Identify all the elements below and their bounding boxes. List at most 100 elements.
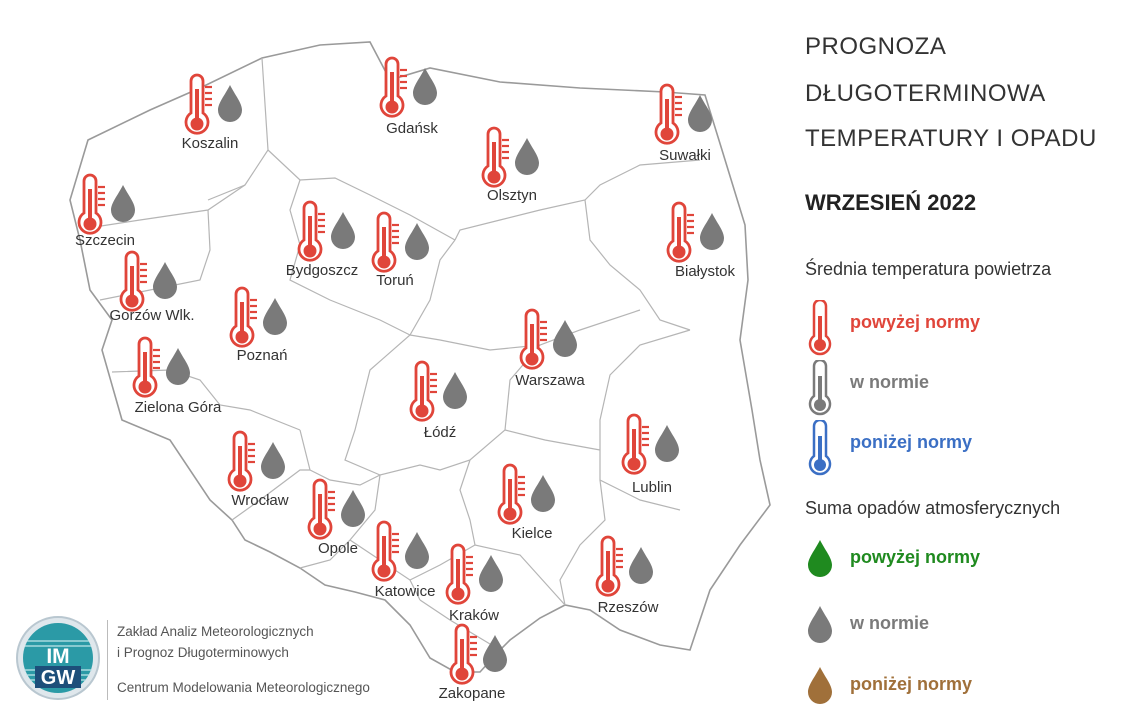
legend-precip-normal-label: w normie: [850, 613, 930, 633]
title-line-2: DŁUGOTERMINOWA: [805, 80, 1046, 107]
thermometer-icon: [409, 360, 437, 422]
city-marker: Toruń: [371, 211, 429, 289]
precip-legend-heading: Suma opadów atmosferycznych: [805, 498, 1061, 518]
city-label: Wrocław: [231, 492, 288, 509]
city-label: Szczecin: [75, 232, 135, 249]
city-marker: Zielona Góra: [132, 336, 222, 416]
thermometer-icon: [132, 336, 160, 398]
thermometer-icon: [77, 173, 105, 235]
subtitle: WRZESIEŃ 2022: [805, 190, 977, 215]
raindrop-icon: [111, 185, 135, 222]
raindrop-icon: [405, 223, 429, 260]
thermometer-icon: [808, 360, 832, 416]
city-label: Koszalin: [182, 135, 239, 152]
logo-text-top: IM: [46, 645, 69, 668]
thermometer-icon: [184, 73, 212, 135]
legend-precip-above-label: powyżej normy: [850, 547, 981, 567]
city-marker: Łódź: [409, 360, 467, 441]
city-label: Toruń: [376, 272, 414, 289]
raindrop-icon: [166, 348, 190, 385]
city-label: Warszawa: [515, 372, 585, 389]
thermometer-icon: [595, 535, 623, 597]
raindrop-icon: [688, 95, 712, 132]
city-marker: Olsztyn: [481, 126, 539, 204]
raindrop-icon: [218, 85, 242, 122]
thermometer-icon: [297, 200, 325, 262]
city-label: Gdańsk: [386, 120, 438, 137]
city-label: Białystok: [675, 263, 736, 280]
legend-precip-above: powyżej normy: [805, 538, 1115, 588]
thermometer-icon: [621, 413, 649, 475]
footer-line-2: i Prognoz Długoterminowych: [117, 645, 289, 660]
raindrop-icon: [483, 635, 507, 672]
city-label: Łódź: [424, 424, 457, 441]
city-label: Zakopane: [439, 685, 506, 702]
legend-temp-above: powyżej normy: [805, 300, 1115, 356]
raindrop-icon: [443, 372, 467, 409]
city-marker: Zakopane: [439, 623, 507, 702]
city-marker: Gorzów Wlk.: [109, 250, 195, 324]
title-line-1: PROGNOZA: [805, 33, 947, 60]
city-marker: Gdańsk: [379, 56, 438, 137]
raindrop-icon: [405, 532, 429, 569]
raindrop-icon: [553, 320, 577, 357]
raindrop-icon: [700, 213, 724, 250]
raindrop-icon: [479, 555, 503, 592]
raindrop-icon: [655, 425, 679, 462]
raindrop-icon: [531, 475, 555, 512]
raindrop-icon: [413, 68, 437, 105]
city-marker: Poznań: [229, 286, 288, 364]
city-label: Poznań: [237, 347, 288, 364]
footer-line-1: Zakład Analiz Meteorologicznych: [117, 624, 314, 639]
city-marker: Koszalin: [182, 73, 242, 152]
raindrop-icon: [341, 490, 365, 527]
thermometer-icon: [449, 623, 477, 685]
thermometer-icon: [519, 308, 547, 370]
city-label: Lublin: [632, 479, 672, 496]
thermometer-icon: [654, 83, 682, 145]
thermometer-icon: [379, 56, 407, 118]
footer-divider: [107, 620, 108, 700]
country-border: [69, 41, 771, 673]
raindrop-icon: [331, 212, 355, 249]
legend-temp-normal: w normie: [805, 360, 1115, 416]
legend-temp-above-label: powyżej normy: [850, 312, 981, 332]
temperature-legend-heading: Średnia temperatura powietrza: [805, 259, 1052, 279]
raindrop-icon: [629, 547, 653, 584]
raindrop-icon: [808, 540, 832, 577]
imgw-logo: IM GW: [16, 616, 100, 700]
raindrop-icon: [808, 606, 832, 643]
city-marker: Wrocław: [227, 430, 289, 509]
city-markers: Koszalin Gdańsk Suwałki Olsztyn Szczecin Bydg…: [75, 56, 736, 702]
raindrop-icon: [153, 262, 177, 299]
thermometer-icon: [808, 420, 832, 476]
thermometer-icon: [119, 250, 147, 312]
thermometer-icon: [808, 300, 832, 356]
thermometer-icon: [371, 520, 399, 582]
raindrop-icon: [515, 138, 539, 175]
thermometer-icon: [445, 543, 473, 605]
footer-line-3: Centrum Modelowania Meteorologicznego: [117, 680, 370, 695]
thermometer-icon: [307, 478, 335, 540]
city-label: Suwałki: [659, 147, 711, 164]
logo-text-bottom: GW: [41, 667, 76, 689]
city-marker: Lublin: [621, 413, 679, 496]
city-marker: Rzeszów: [595, 535, 659, 616]
city-marker: Kraków: [445, 543, 503, 624]
raindrop-icon: [808, 667, 832, 704]
poland-map: Koszalin Gdańsk Suwałki Olsztyn Szczecin Bydg…: [69, 41, 771, 702]
city-marker: Białystok: [666, 201, 736, 280]
city-label: Zielona Góra: [135, 399, 222, 416]
city-label: Gorzów Wlk.: [109, 307, 194, 324]
thermometer-icon: [227, 430, 255, 492]
city-label: Kielce: [512, 525, 553, 542]
city-label: Rzeszów: [598, 599, 659, 616]
city-label: Opole: [318, 540, 358, 557]
city-marker: Suwałki: [654, 83, 712, 164]
thermometer-icon: [481, 126, 509, 188]
city-marker: Warszawa: [515, 308, 585, 389]
thermometer-icon: [371, 211, 399, 273]
city-marker: Opole: [307, 478, 365, 557]
city-label: Katowice: [375, 583, 436, 600]
legend-precip-below-label: poniżej normy: [850, 674, 973, 694]
